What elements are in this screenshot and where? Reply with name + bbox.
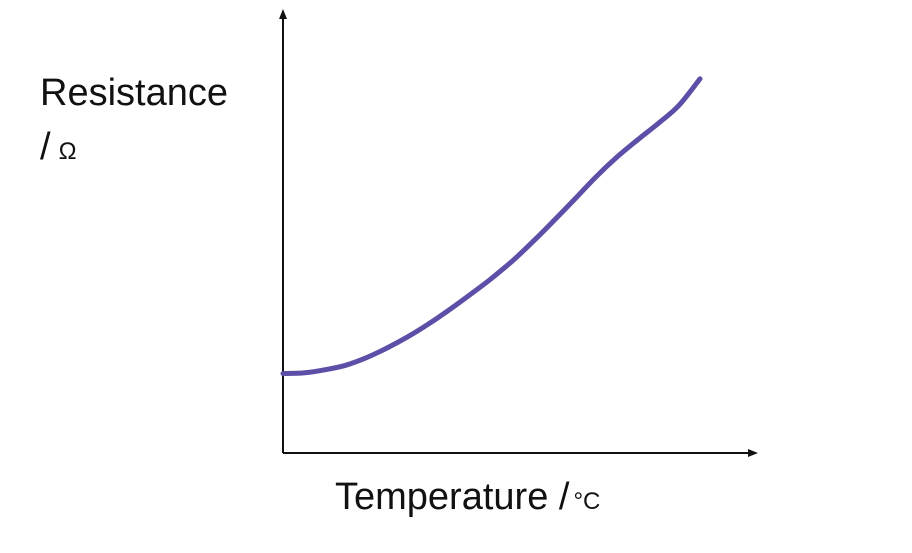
y-axis-unit: Ω xyxy=(58,138,77,165)
y-axis-unit-line: / Ω xyxy=(40,128,77,166)
x-axis-unit: °C xyxy=(573,488,601,515)
y-axis-label: Resistance xyxy=(40,74,228,112)
series-layer xyxy=(280,76,703,377)
x-axis-label: Temperature / °C xyxy=(335,478,600,516)
x-axis-label-text: Temperature / xyxy=(335,476,570,518)
series-line-0 xyxy=(280,76,703,377)
y-axis-unit-separator: / xyxy=(40,126,51,168)
y-axis-label-text: Resistance xyxy=(40,72,228,114)
